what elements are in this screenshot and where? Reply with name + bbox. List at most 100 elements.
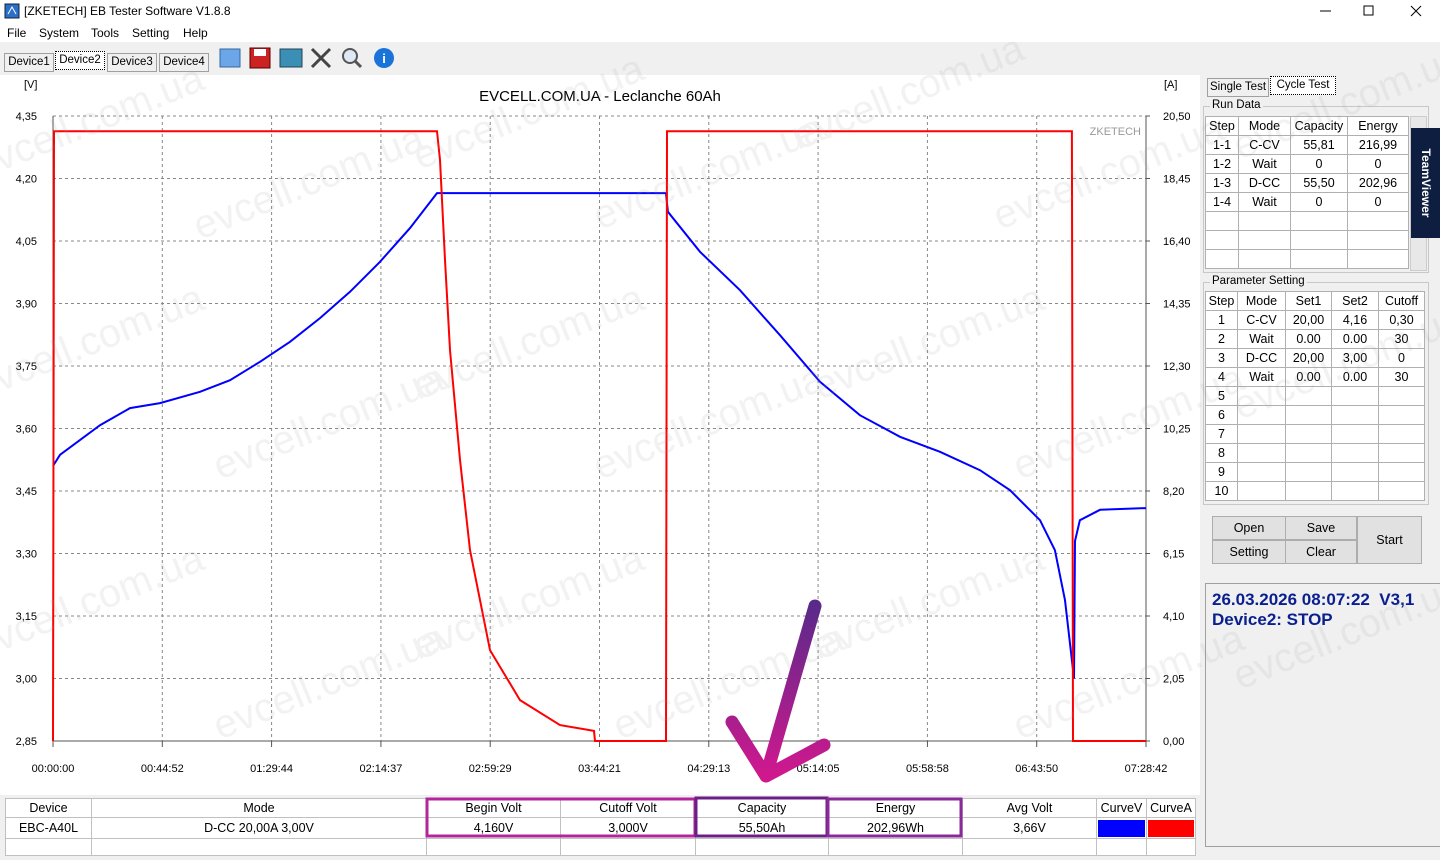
column-header: Mode bbox=[1237, 291, 1286, 311]
table-cell bbox=[5, 838, 92, 856]
start-button[interactable]: Start bbox=[1357, 516, 1422, 564]
series-line bbox=[52, 130, 1146, 742]
table-cell: 0.00 bbox=[1285, 367, 1332, 387]
table-cell bbox=[1290, 211, 1348, 231]
run-data-table: Step Mode Capacity Energy 1-1 C-CV 55,81 216,99… bbox=[1205, 116, 1409, 269]
table-cell bbox=[1205, 249, 1239, 269]
y2-tick-label: 2,05 bbox=[1163, 674, 1184, 686]
y-tick-label: 3,30 bbox=[16, 549, 37, 561]
info-icon[interactable] bbox=[374, 48, 394, 68]
table-cell bbox=[1237, 462, 1286, 482]
table-cell: 3,00 bbox=[1331, 348, 1379, 368]
table-cell: 1-1 bbox=[1205, 135, 1239, 155]
table-cell: EBC-A40L bbox=[5, 817, 92, 839]
table-row[interactable]: 4 Wait 0.00 0.00 30 bbox=[1205, 367, 1425, 387]
cycle-test-tab[interactable]: Cycle Test bbox=[1270, 76, 1336, 95]
table-row[interactable]: 1 C-CV 20,00 4,16 0,30 bbox=[1205, 310, 1425, 330]
y-tick-label: 2,85 bbox=[16, 736, 37, 748]
y2-tick-label: 8,20 bbox=[1163, 486, 1184, 498]
table-row[interactable]: 1-1 C-CV 55,81 216,99 bbox=[1205, 135, 1409, 155]
table-row[interactable]: 3 D-CC 20,00 3,00 0 bbox=[1205, 348, 1425, 368]
table-cell: 30 bbox=[1378, 329, 1425, 349]
parameter-group: Parameter Setting bbox=[1203, 275, 1429, 505]
setting-button[interactable]: Setting bbox=[1212, 540, 1286, 564]
table-row[interactable]: 8 bbox=[1205, 443, 1425, 463]
window-controls[interactable] bbox=[1300, 0, 1440, 22]
group-title: Run Data bbox=[1210, 99, 1263, 111]
column-header: Capacity bbox=[1290, 116, 1348, 136]
maximize[interactable] bbox=[1363, 5, 1374, 16]
save-button[interactable]: Save bbox=[1285, 516, 1357, 540]
table-row[interactable]: 2 Wait 0.00 0.00 30 bbox=[1205, 329, 1425, 349]
parameter-table: Step Mode Set1 Set2 Cutoff 1 C-CV 20,00 4,16 0,30… bbox=[1205, 291, 1425, 501]
table-cell: 8 bbox=[1205, 443, 1238, 463]
teamviewer-tab[interactable]: TeamViewer bbox=[1411, 128, 1440, 238]
y-tick-label: 4,20 bbox=[16, 174, 37, 186]
table-cell: 55,50Ah bbox=[695, 817, 829, 839]
column-header: Mode bbox=[1238, 116, 1291, 136]
table-cell bbox=[1096, 838, 1147, 856]
status-line: 26.03.2026 08:07:22 V3,1 bbox=[1212, 590, 1415, 609]
table-cell bbox=[1331, 386, 1379, 406]
table-cell: 3,66V bbox=[962, 817, 1097, 839]
table-cell: 202,96Wh bbox=[828, 817, 963, 839]
table-cell bbox=[1331, 481, 1379, 501]
table-cell bbox=[1347, 230, 1409, 250]
table-row[interactable]: 9 bbox=[1205, 462, 1425, 482]
search-icon[interactable] bbox=[342, 48, 358, 64]
column-header: Energy bbox=[1347, 116, 1409, 136]
clear-button[interactable]: Clear bbox=[1285, 540, 1357, 564]
table-row[interactable]: 1-3 D-CC 55,50 202,96 bbox=[1205, 173, 1409, 193]
y2-tick-label: 6,15 bbox=[1163, 549, 1184, 561]
table-cell: 0.00 bbox=[1285, 329, 1332, 349]
x-tick-label: 02:14:37 bbox=[360, 763, 403, 775]
table-cell bbox=[1331, 405, 1379, 425]
menu-item[interactable]: System bbox=[39, 26, 80, 40]
tools-icon[interactable] bbox=[310, 47, 332, 69]
device-tab[interactable]: Device1 bbox=[4, 53, 54, 72]
close[interactable] bbox=[1410, 5, 1422, 17]
table-cell bbox=[1146, 838, 1196, 856]
table-cell bbox=[1237, 386, 1286, 406]
summary-table: Device Mode Begin Volt Cutoff Volt Capacity E… bbox=[5, 798, 1196, 856]
table-row[interactable]: 5 bbox=[1205, 386, 1425, 406]
table-cell: 10 bbox=[1205, 481, 1238, 501]
table-row bbox=[1205, 211, 1409, 231]
y-axis-label: [V] bbox=[24, 79, 37, 91]
table-row[interactable]: 1-4 Wait 0 0 bbox=[1205, 192, 1409, 212]
column-header: Step bbox=[1205, 116, 1239, 136]
table-cell: 2 bbox=[1205, 329, 1238, 349]
menu-item[interactable]: Tools bbox=[91, 26, 120, 40]
table-row[interactable]: 1-2 Wait 0 0 bbox=[1205, 154, 1409, 174]
toolbar: i bbox=[219, 47, 394, 69]
image-icon[interactable] bbox=[279, 48, 303, 68]
single-test-tab[interactable]: Single Test bbox=[1207, 78, 1269, 97]
y-tick-label: 3,15 bbox=[16, 611, 37, 623]
table-cell: 3,000V bbox=[560, 817, 696, 839]
table-cell bbox=[1331, 424, 1379, 444]
table-row[interactable]: 6 bbox=[1205, 405, 1425, 425]
table-cell: 1-2 bbox=[1205, 154, 1239, 174]
column-header: Device bbox=[5, 798, 92, 818]
title-bar: [ZKETECH] EB Tester Software V1.8.8 bbox=[0, 0, 1440, 22]
table-cell: 30 bbox=[1378, 367, 1425, 387]
table-cell bbox=[1285, 405, 1332, 425]
table-cell bbox=[1331, 462, 1379, 482]
table-cell: D-CC bbox=[1237, 348, 1286, 368]
table-row[interactable]: 10 bbox=[1205, 481, 1425, 501]
menu-item[interactable]: Setting bbox=[132, 26, 170, 40]
open-button[interactable]: Open bbox=[1212, 516, 1286, 540]
teamviewer-label: TeamViewer bbox=[1419, 148, 1433, 218]
table-cell: 0 bbox=[1290, 192, 1348, 212]
column-header: Avg Volt bbox=[962, 798, 1097, 818]
device-tab[interactable]: Device3 bbox=[107, 53, 157, 72]
menu-item[interactable]: File bbox=[7, 26, 27, 40]
table-row bbox=[1205, 230, 1409, 250]
device-tab[interactable]: Device2 bbox=[55, 51, 105, 70]
table-cell: 20,00 bbox=[1285, 348, 1332, 368]
y2-tick-label: 0,00 bbox=[1163, 736, 1184, 748]
device-tab[interactable]: Device4 bbox=[159, 53, 209, 72]
open-icon[interactable] bbox=[219, 48, 241, 68]
menu-item[interactable]: Help bbox=[183, 26, 208, 40]
table-row[interactable]: 7 bbox=[1205, 424, 1425, 444]
